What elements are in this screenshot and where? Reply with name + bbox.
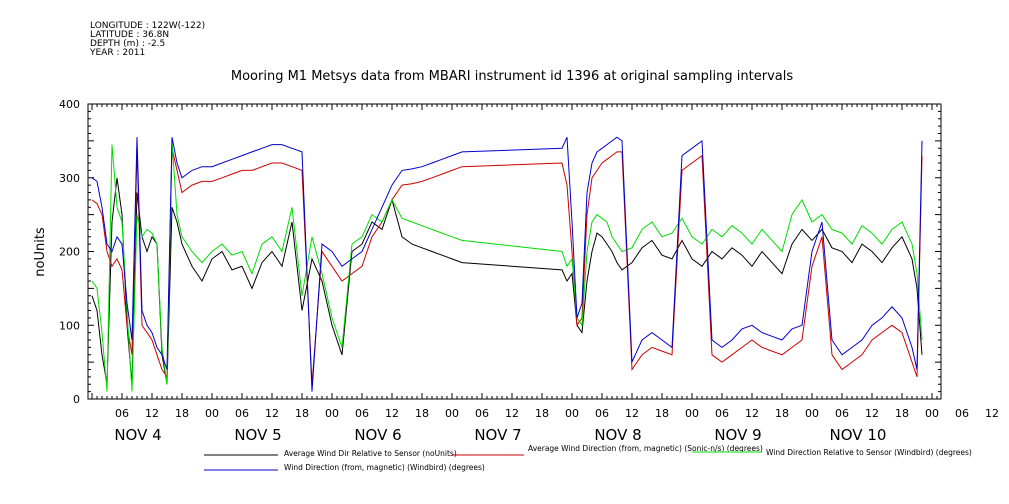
x-tick-label: 12 (745, 407, 759, 420)
x-tick-label: 18 (535, 407, 549, 420)
x-tick-label: 12 (865, 407, 879, 420)
x-tick-label: 18 (655, 407, 669, 420)
x-tick-label: 00 (325, 407, 339, 420)
plot-frame (87, 103, 942, 400)
y-tick-label: 0 (73, 393, 80, 406)
x-tick-label: 12 (985, 407, 999, 420)
y-tick-label: 300 (59, 172, 80, 185)
x-tick-label: 12 (385, 407, 399, 420)
depth-label: DEPTH (m) : -2.5 (90, 39, 166, 49)
x-tick-label: 06 (475, 407, 489, 420)
latitude-label: LATITUDE : 36.8N (90, 30, 170, 40)
x-day-label: NOV 6 (354, 426, 401, 444)
y-axis-title: noUnits (33, 227, 48, 277)
x-tick-label: 12 (265, 407, 279, 420)
y-axis: 0 100 200 300 400 (59, 98, 941, 406)
x-tick-label: 12 (505, 407, 519, 420)
x-tick-label: 00 (445, 407, 459, 420)
x-tick-label: 00 (205, 407, 219, 420)
x-tick-label: 00 (565, 407, 579, 420)
x-tick-label: 06 (115, 407, 129, 420)
chart-title: Mooring M1 Metsys data from MBARI instru… (231, 69, 793, 84)
x-tick-label: 00 (685, 407, 699, 420)
x-tick-label: 06 (955, 407, 969, 420)
series-layer (91, 136, 923, 392)
year-label: YEAR : 2011 (90, 48, 146, 58)
legend-label-4: Wind Direction (from, magnetic) (Windbir… (284, 463, 485, 472)
x-tick-label: 18 (415, 407, 429, 420)
x-tick-label: 12 (145, 407, 159, 420)
x-day-label: NOV 5 (234, 426, 281, 444)
x-tick-label: 06 (355, 407, 369, 420)
x-tick-label: 18 (295, 407, 309, 420)
x-day-label: NOV 8 (594, 426, 641, 444)
x-tick-label: 06 (235, 407, 249, 420)
legend-label-3: Wind Direction Relative to Sensor (Windb… (766, 448, 972, 457)
x-tick-label: 18 (175, 407, 189, 420)
legend-label-2: Average Wind Direction (from, magnetic) … (528, 444, 763, 453)
y-tick-label: 100 (59, 319, 80, 332)
series-line-3 (91, 140, 923, 392)
x-tick-label: 06 (715, 407, 729, 420)
x-tick-label: 18 (895, 407, 909, 420)
x-tick-label: 06 (835, 407, 849, 420)
series-line-4 (91, 136, 923, 392)
longitude-label: LONGITUDE : 122W(-122) (90, 21, 206, 31)
y-tick-label: 400 (59, 98, 80, 111)
series-line-1 (91, 177, 923, 385)
x-tick-label: 00 (805, 407, 819, 420)
x-axis: 06 12 18 00 06 12 18 00 06 12 18 00 06 12 18 00 06 12 18 00… (91, 104, 999, 444)
x-day-label: NOV 9 (714, 426, 761, 444)
x-tick-label: 18 (775, 407, 789, 420)
x-day-label: NOV 10 (830, 426, 887, 444)
x-day-label: NOV 7 (474, 426, 521, 444)
x-tick-label: 00 (925, 407, 939, 420)
x-day-label: NOV 4 (114, 426, 161, 444)
legend-label-1: Average Wind Dir Relative to Sensor (noU… (284, 449, 457, 458)
legend: Average Wind Dir Relative to Sensor (noU… (204, 444, 972, 472)
x-tick-label: 06 (595, 407, 609, 420)
y-tick-label: 200 (59, 246, 80, 259)
x-tick-label: 12 (625, 407, 639, 420)
